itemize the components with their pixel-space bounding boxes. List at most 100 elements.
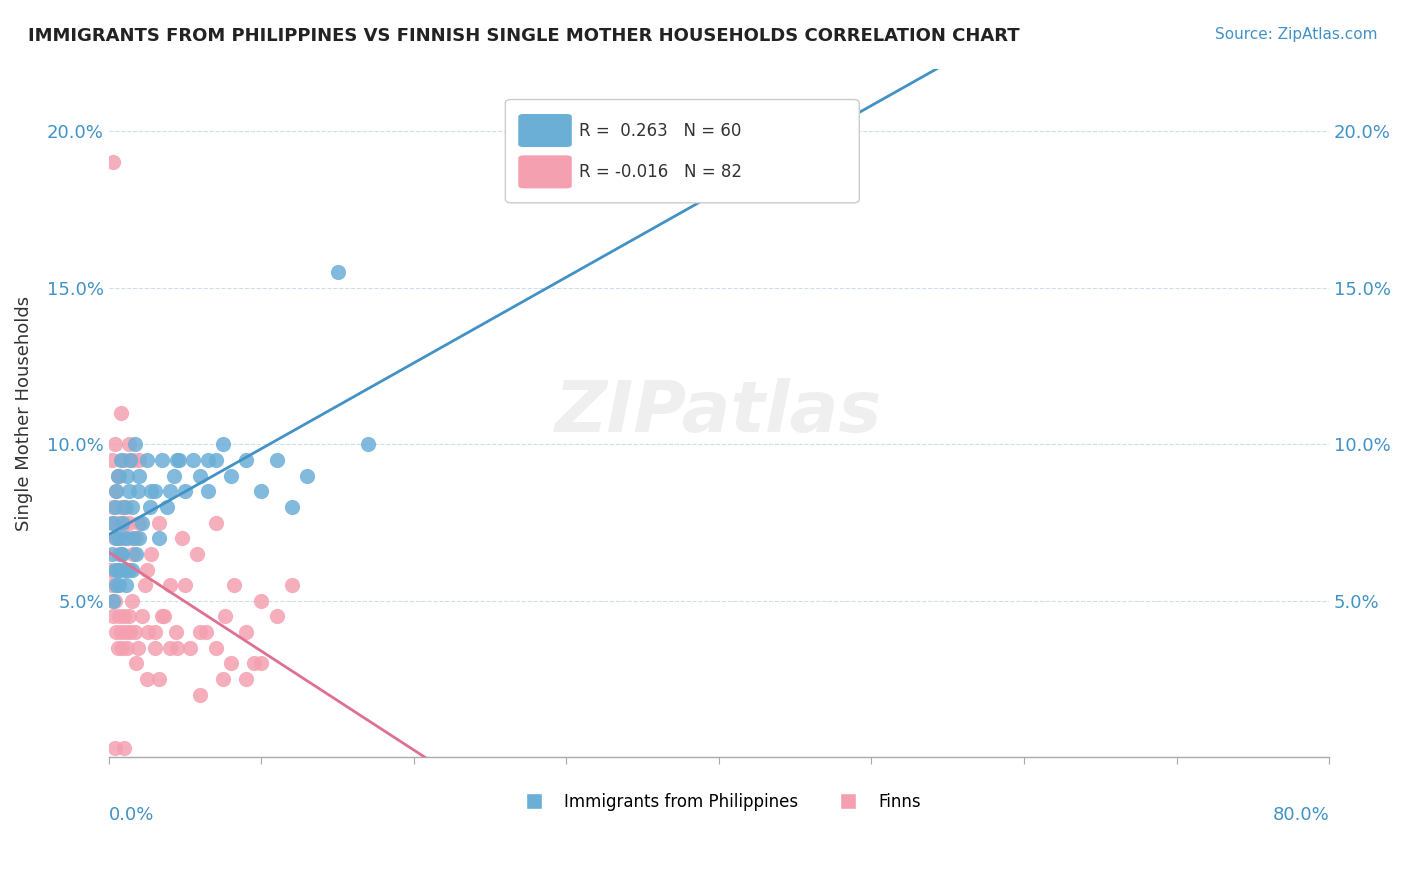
Point [179,640,201,655]
Point [110,625,132,640]
Point [112,562,135,576]
Point [204,516,226,530]
Point [357,437,380,451]
Point [143,625,166,640]
Text: R = -0.016   N = 82: R = -0.016 N = 82 [579,163,741,181]
Point [148,516,170,530]
Text: R =  0.263   N = 60: R = 0.263 N = 60 [579,121,741,139]
Point [111,547,134,561]
Point [125,547,148,561]
Point [128,531,150,545]
Point [117,437,139,451]
Point [235,625,257,640]
Point [101,547,124,561]
Point [326,265,349,279]
Point [235,672,257,686]
Point [148,531,170,545]
Point [105,531,128,545]
Point [108,547,131,561]
Point [104,500,127,514]
Point [112,609,135,624]
Point [222,578,245,592]
Point [204,453,226,467]
FancyBboxPatch shape [505,100,859,202]
Point [104,531,127,545]
Point [235,453,257,467]
Point [141,547,163,561]
Point [107,468,129,483]
Point [295,468,318,483]
Point [115,531,138,545]
Point [174,484,197,499]
Point [114,625,136,640]
Point [108,609,131,624]
Point [127,484,149,499]
Point [105,578,128,592]
Point [108,578,131,592]
Point [134,578,156,592]
Point [165,625,187,640]
Point [120,625,142,640]
Point [108,562,131,576]
Point [135,453,157,467]
Point [117,484,139,499]
Point [122,547,145,561]
Point [104,594,127,608]
Point [181,453,204,467]
Text: 0.0%: 0.0% [108,805,155,823]
Point [250,657,273,671]
Point [266,609,288,624]
Point [170,531,193,545]
Text: 80.0%: 80.0% [1272,805,1329,823]
Point [156,500,179,514]
Point [242,657,264,671]
Point [135,562,157,576]
Point [128,453,150,467]
Point [219,657,242,671]
Point [125,657,148,671]
Point [112,741,135,756]
Point [112,453,135,467]
Point [250,594,273,608]
Point [167,453,190,467]
Point [188,468,211,483]
Point [188,625,211,640]
Point [114,500,136,514]
Point [114,531,136,545]
Point [103,516,125,530]
Point [110,547,132,561]
Point [103,500,125,514]
Point [128,468,150,483]
Point [115,468,138,483]
Point [117,516,139,530]
Point [135,672,157,686]
Point [121,562,143,576]
Point [107,468,129,483]
Point [197,484,219,499]
Point [143,640,166,655]
Point [120,453,142,467]
Point [122,531,145,545]
Point [124,625,146,640]
Point [98,562,121,576]
Point [166,453,188,467]
Point [104,437,127,451]
Point [101,516,124,530]
Point [159,640,181,655]
Point [101,453,124,467]
Point [150,453,173,467]
Point [103,155,125,169]
Point [105,484,128,499]
Point [111,516,134,530]
Point [110,406,132,420]
Point [108,531,131,545]
Point [166,640,188,655]
Point [150,609,173,624]
Point [103,609,125,624]
Point [122,453,145,467]
Point [281,578,304,592]
Point [107,640,129,655]
Point [107,562,129,576]
Point [115,640,138,655]
Point [110,500,132,514]
